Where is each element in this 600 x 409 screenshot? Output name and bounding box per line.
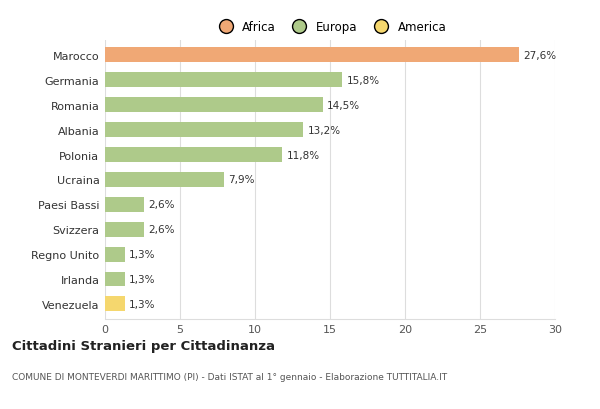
- Bar: [105, 197, 144, 212]
- Bar: [105, 48, 519, 63]
- Text: 27,6%: 27,6%: [523, 51, 557, 61]
- Text: 2,6%: 2,6%: [149, 225, 175, 235]
- Bar: [105, 247, 125, 262]
- Text: 15,8%: 15,8%: [347, 76, 380, 85]
- Bar: [105, 73, 342, 88]
- Text: 7,9%: 7,9%: [228, 175, 254, 185]
- Legend: Africa, Europa, America: Africa, Europa, America: [209, 16, 451, 38]
- Text: 1,3%: 1,3%: [129, 274, 155, 284]
- Bar: [105, 98, 323, 113]
- Bar: [105, 123, 303, 138]
- Text: 13,2%: 13,2%: [308, 125, 341, 135]
- Bar: [105, 272, 125, 287]
- Text: COMUNE DI MONTEVERDI MARITTIMO (PI) - Dati ISTAT al 1° gennaio - Elaborazione TU: COMUNE DI MONTEVERDI MARITTIMO (PI) - Da…: [12, 372, 447, 381]
- Bar: [105, 173, 223, 187]
- Text: 2,6%: 2,6%: [149, 200, 175, 210]
- Bar: [105, 148, 282, 162]
- Bar: [105, 222, 144, 237]
- Text: 1,3%: 1,3%: [129, 299, 155, 309]
- Text: Cittadini Stranieri per Cittadinanza: Cittadini Stranieri per Cittadinanza: [12, 339, 275, 353]
- Bar: [105, 297, 125, 312]
- Text: 14,5%: 14,5%: [327, 101, 360, 110]
- Text: 1,3%: 1,3%: [129, 249, 155, 259]
- Text: 11,8%: 11,8%: [287, 150, 320, 160]
